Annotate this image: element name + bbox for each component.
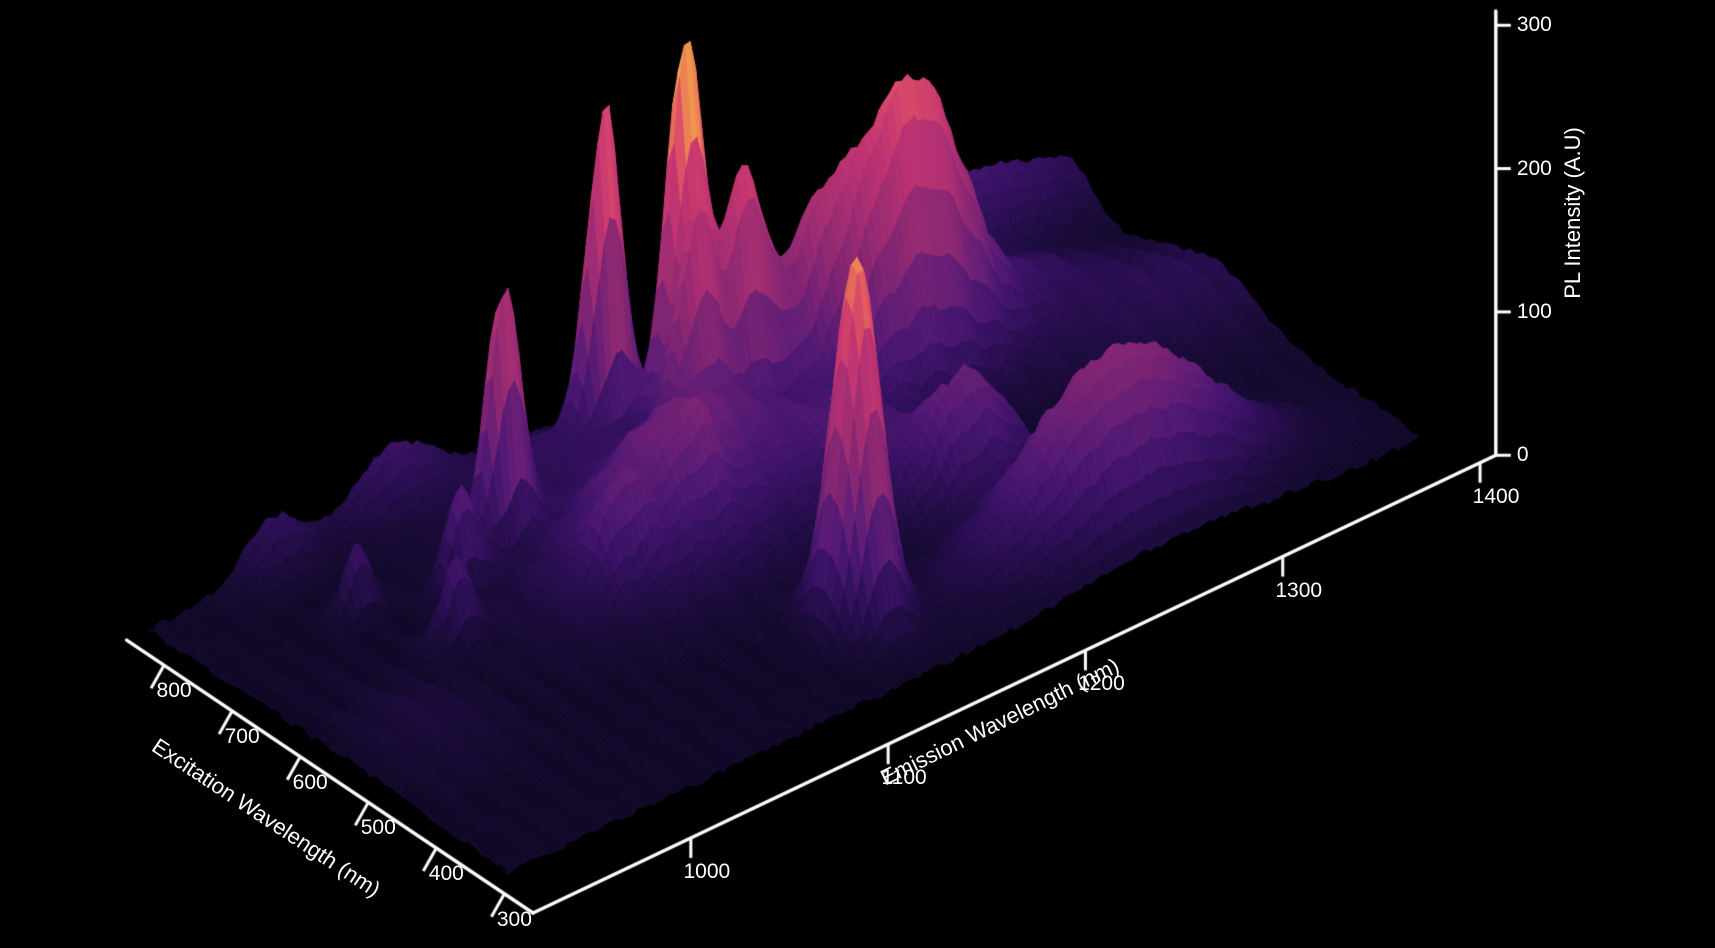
intensity-tick-label: 200: [1516, 156, 1552, 180]
emission-tick-label: 1100: [881, 766, 927, 790]
emission-tick-label: 1200: [1078, 672, 1125, 696]
emission-tick-label: 1000: [683, 859, 731, 883]
intensity-tick-label: 0: [1516, 443, 1529, 467]
excitation-tick-label: 500: [360, 816, 396, 840]
excitation-tick-label: 700: [224, 724, 260, 748]
intensity-axis-title: PL Intensity (A.U): [1560, 127, 1585, 299]
excitation-tick-label: 800: [156, 679, 192, 703]
excitation-tick-label: 400: [428, 862, 464, 886]
excitation-tick-label: 300: [496, 907, 532, 931]
emission-tick-label: 1300: [1275, 578, 1323, 602]
intensity-tick-label: 100: [1516, 299, 1552, 323]
emission-tick-label: 1400: [1472, 484, 1520, 508]
excitation-tick-label: 600: [292, 770, 328, 794]
intensity-tick-label: 300: [1516, 13, 1552, 37]
